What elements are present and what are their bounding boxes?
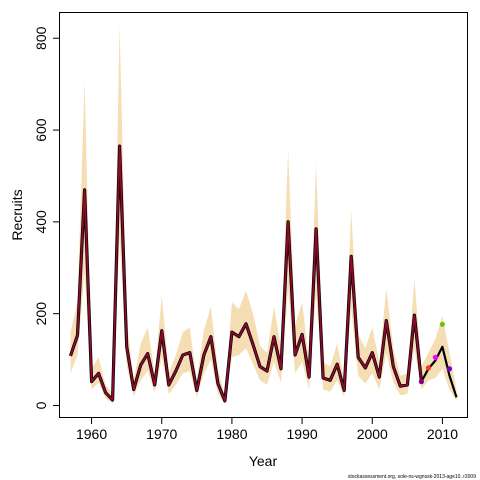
plot-frame — [59, 12, 468, 418]
y-tick-label-600: 600 — [33, 118, 49, 142]
line-layer — [68, 144, 458, 403]
x-tick-label-1960: 1960 — [76, 426, 107, 442]
y-tick-label-200: 200 — [33, 302, 49, 326]
y-tick-label-0: 0 — [33, 401, 49, 409]
confidence-band-2 — [421, 316, 457, 401]
y-tick-label-800: 800 — [33, 26, 49, 50]
main-series-line — [69, 145, 423, 402]
y-axis-title: Recruits — [9, 189, 25, 240]
x-axis-title: Year — [249, 453, 278, 469]
recent-series-line — [420, 345, 458, 398]
x-tick-label-2000: 2000 — [357, 426, 388, 442]
x-tick-label-1990: 1990 — [287, 426, 318, 442]
x-tick-label-1970: 1970 — [146, 426, 177, 442]
retro-point-2007 — [418, 379, 424, 385]
point-layer — [418, 321, 453, 385]
retro-point-2008 — [425, 365, 431, 371]
footnote: stockassessment.org, sole-ns-wgnssk-2013… — [348, 474, 476, 480]
x-axis: 1960 1970 1980 1990 2000 2010 — [76, 417, 458, 442]
retro-point-2011 — [446, 366, 453, 372]
y-tick-label-400: 400 — [33, 210, 49, 234]
x-tick-label-2010: 2010 — [427, 426, 458, 442]
retro-point-2010 — [439, 321, 445, 327]
x-tick-label-1980: 1980 — [216, 426, 247, 442]
retro-point-2009 — [432, 354, 438, 360]
y-axis: 0 200 400 600 800 — [33, 26, 60, 409]
